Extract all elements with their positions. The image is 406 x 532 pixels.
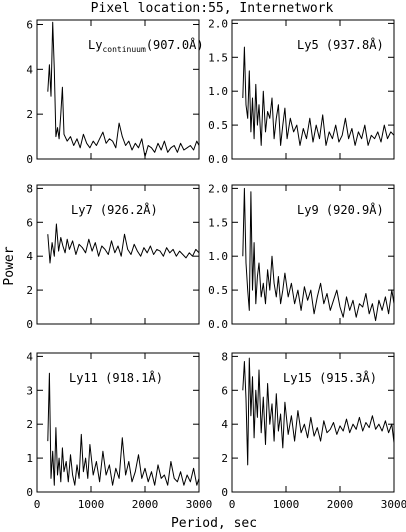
panel-3: 0 2 4 6 8 Ly7 (926.2Å) [26, 182, 200, 331]
panel-label-main: Ly9 (920.9Å) [297, 202, 384, 217]
panel-label: Ly7 (926.2Å) [71, 202, 158, 217]
panel-1: 0 2 4 6 Lycontinuum(907.0Å) [26, 18, 203, 166]
power-spectrum-line [242, 46, 395, 146]
panel-label: Ly11 (918.1Å) [69, 370, 163, 385]
panel-label: Ly5 (937.8Å) [297, 37, 384, 52]
panel-label-main: Ly7 (926.2Å) [71, 202, 158, 217]
y-tick-label: 0.5 [208, 284, 228, 297]
y-tick-label: 1.5 [208, 51, 228, 64]
y-tick-label: 0 [26, 153, 33, 166]
x-tick-label: 3000 [186, 498, 213, 511]
x-tick-label: 1000 [273, 498, 300, 511]
y-axis-label: Power [2, 246, 17, 285]
panel-label-subscript: continuum [102, 45, 146, 54]
panels-group: 0 2 4 6 Lycontinuum(907.0Å) 0.0 0.5 1.0 1.5 2.0 Ly… [26, 17, 406, 511]
power-spectrum-line [47, 223, 200, 264]
y-tick-label: 0 [26, 486, 33, 499]
y-tick-label: 8 [221, 350, 228, 363]
x-tick-label: 2000 [327, 498, 354, 511]
x-tick-label: 1000 [78, 498, 105, 511]
y-tick-label: 4 [26, 350, 33, 363]
power-spectrum-line [47, 21, 200, 158]
panel-6: 0 2 4 6 8 0 1000 2000 3000 Ly15 (915.3Å) [221, 350, 406, 511]
panel-label-main: Ly11 (918.1Å) [69, 370, 163, 385]
panel-label: Ly9 (920.9Å) [297, 202, 384, 217]
panel-label-wavelength: (907.0Å) [146, 37, 204, 52]
x-tick-label: 2000 [132, 498, 159, 511]
y-tick-label: 2 [26, 418, 33, 431]
y-tick-label: 8 [26, 182, 33, 195]
panel-frame [231, 184, 395, 325]
y-tick-label: 0 [26, 318, 33, 331]
y-tick-label: 2.0 [208, 182, 228, 195]
y-tick-label: 6 [26, 18, 33, 31]
y-tick-label: 2.0 [208, 17, 228, 30]
y-tick-label: 1.5 [208, 216, 228, 229]
y-tick-label: 4 [26, 250, 33, 263]
power-spectrum-line [242, 187, 395, 322]
panel-frame [231, 19, 395, 160]
y-tick-label: 3 [26, 384, 33, 397]
x-axis-label: Period, sec [171, 516, 257, 531]
panel-4: 0.0 0.5 1.0 1.5 2.0 Ly9 (920.9Å) [208, 182, 395, 331]
panel-frame [36, 184, 200, 325]
x-tick-label: 0 [34, 498, 41, 511]
y-tick-label: 0.0 [208, 318, 228, 331]
panel-label-main: Ly15 (915.3Å) [283, 370, 377, 385]
panel-label: Lycontinuum(907.0Å) [88, 37, 204, 54]
y-tick-label: 1.0 [208, 250, 228, 263]
power-spectrum-line [47, 372, 200, 486]
panel-5: 0 1 2 3 4 0 1000 2000 3000 Ly11 (918.1Å) [26, 350, 212, 511]
panel-label-main: Ly [88, 38, 102, 52]
panel-label: Ly15 (915.3Å) [283, 370, 377, 385]
y-tick-label: 6 [221, 384, 228, 397]
y-tick-label: 1 [26, 452, 33, 465]
figure-title: Pixel location:55, Internetwork [91, 1, 334, 16]
panel-frame [36, 352, 200, 493]
y-tick-label: 4 [26, 63, 33, 76]
y-tick-label: 4 [221, 418, 228, 431]
y-tick-label: 6 [26, 216, 33, 229]
panel-frame [231, 352, 395, 493]
y-tick-label: 2 [26, 108, 33, 121]
power-spectrum-line [242, 357, 395, 466]
panel-label-main: Ly5 (937.8Å) [297, 37, 384, 52]
y-tick-label: 2 [26, 284, 33, 297]
y-tick-label: 0.0 [208, 153, 228, 166]
y-tick-label: 2 [221, 452, 228, 465]
x-tick-label: 0 [229, 498, 236, 511]
y-tick-label: 1.0 [208, 85, 228, 98]
y-tick-label: 0 [221, 486, 228, 499]
x-tick-label: 3000 [381, 498, 406, 511]
panel-frame [36, 19, 200, 160]
y-tick-label: 0.5 [208, 119, 228, 132]
panel-2: 0.0 0.5 1.0 1.5 2.0 Ly5 (937.8Å) [208, 17, 395, 166]
